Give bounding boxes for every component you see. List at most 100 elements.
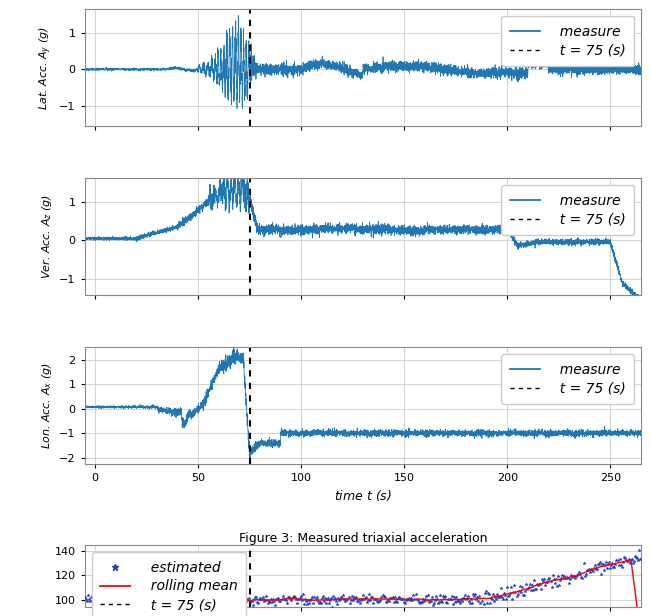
Point xyxy=(631,552,641,562)
Point xyxy=(104,593,115,603)
Point xyxy=(514,582,525,591)
Point xyxy=(567,572,577,582)
Point xyxy=(266,594,277,604)
Point xyxy=(173,596,184,606)
Point xyxy=(346,594,356,604)
Point xyxy=(90,592,100,602)
Point xyxy=(458,593,468,602)
Point xyxy=(164,593,174,603)
Point xyxy=(189,598,200,607)
Point xyxy=(173,596,183,606)
Point xyxy=(361,592,371,602)
Point xyxy=(182,595,193,605)
Point xyxy=(523,583,534,593)
Point xyxy=(430,595,440,605)
Point xyxy=(417,594,428,604)
Point xyxy=(434,598,445,607)
Point xyxy=(408,590,419,600)
Point xyxy=(611,555,622,565)
Point xyxy=(196,594,206,604)
Point xyxy=(187,595,198,605)
Point xyxy=(542,577,553,587)
Point xyxy=(630,551,641,561)
Point xyxy=(158,595,168,605)
Point xyxy=(363,595,373,605)
Point xyxy=(575,569,586,579)
Point xyxy=(169,596,180,606)
Point xyxy=(607,558,618,568)
Point xyxy=(214,594,225,604)
Point xyxy=(129,594,139,604)
Point xyxy=(247,601,258,610)
Point xyxy=(314,598,325,607)
Point xyxy=(346,591,357,601)
Point xyxy=(133,594,143,604)
Point xyxy=(189,596,199,606)
Point xyxy=(260,595,270,605)
Point xyxy=(324,598,334,608)
Point xyxy=(336,592,346,602)
Point xyxy=(462,593,472,603)
Point xyxy=(253,598,263,607)
Point xyxy=(424,595,435,605)
Point xyxy=(186,595,196,605)
Point xyxy=(270,600,281,610)
Y-axis label: Lon. Acc. $A_x$ (g): Lon. Acc. $A_x$ (g) xyxy=(40,362,53,449)
Point xyxy=(286,593,297,603)
Point xyxy=(551,574,561,584)
Point xyxy=(454,598,465,608)
Point xyxy=(81,596,92,606)
Point xyxy=(275,596,286,606)
Point xyxy=(325,595,335,605)
Point xyxy=(516,587,526,597)
Point xyxy=(620,553,630,563)
Point xyxy=(117,594,127,604)
Point xyxy=(343,592,353,602)
Point xyxy=(563,573,574,583)
Point xyxy=(333,593,344,603)
Point xyxy=(622,556,633,565)
Point xyxy=(229,593,240,603)
Point xyxy=(103,594,113,604)
Point xyxy=(566,570,576,580)
Point xyxy=(378,590,388,600)
Point xyxy=(521,584,532,594)
Point xyxy=(503,591,514,601)
Point xyxy=(422,595,432,605)
Point xyxy=(184,594,194,604)
Point xyxy=(152,594,162,604)
Point xyxy=(553,580,564,590)
Point xyxy=(140,594,150,604)
Point xyxy=(594,559,604,569)
Point xyxy=(508,587,519,597)
Point xyxy=(127,592,137,602)
Point xyxy=(551,581,562,591)
Point xyxy=(251,592,261,602)
Point xyxy=(510,587,521,597)
Point xyxy=(599,565,609,575)
Point xyxy=(137,597,148,607)
Point xyxy=(463,591,473,601)
Point xyxy=(202,592,212,602)
Point xyxy=(482,588,493,598)
Point xyxy=(268,594,279,604)
Point xyxy=(393,593,403,603)
Point xyxy=(237,598,247,608)
Point xyxy=(518,590,529,600)
Point xyxy=(219,599,229,609)
Point xyxy=(271,594,282,604)
Point xyxy=(167,597,178,607)
Point xyxy=(296,591,307,601)
Point xyxy=(178,595,189,605)
Point xyxy=(160,592,171,602)
Point xyxy=(632,553,643,563)
Point xyxy=(610,559,620,569)
Point xyxy=(629,556,639,565)
Point xyxy=(301,596,311,606)
Point xyxy=(348,593,359,602)
Point xyxy=(344,598,355,608)
Point xyxy=(206,594,217,604)
Point xyxy=(565,574,575,584)
Point xyxy=(392,597,402,607)
Point xyxy=(309,598,319,608)
